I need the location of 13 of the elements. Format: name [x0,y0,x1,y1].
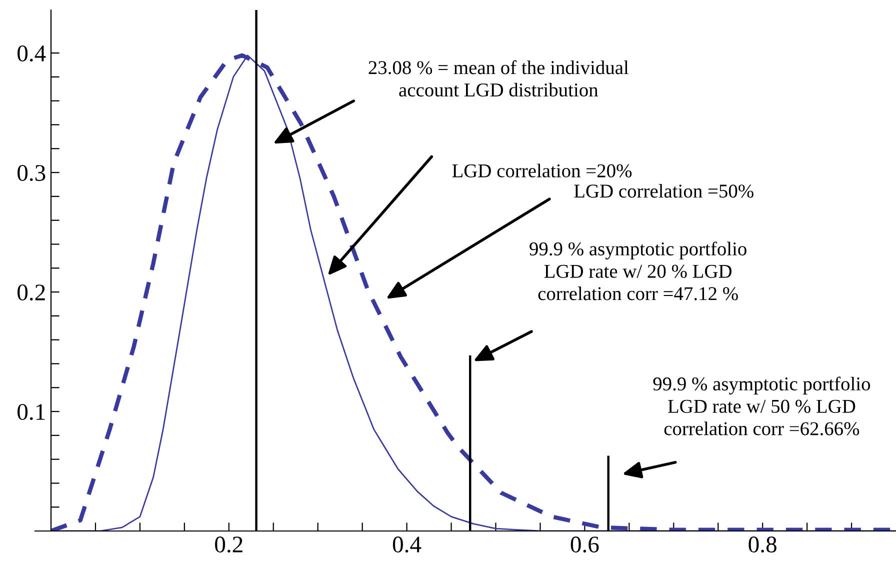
y-tick-label: 0.2 [18,284,45,301]
annotation: 23.08 % = mean of the individual account LGD distribution [368,60,629,97]
y-tick-label: 0.4 [18,46,46,62]
y-tick-label: 0.1 [18,404,45,420]
x-tick-label: 0.2 [215,536,242,553]
y-tick-label: 0.3 [18,165,46,182]
x-tick-label: 0.6 [570,536,599,553]
annotation: LGD correlation =50% [574,184,754,198]
annotation: 99.9 % asymptotic portfolio LGD rate w/ 50 % LGD correlation corr =62.66% [653,376,870,436]
annotation: 99.9 % asymptotic portfolio LGD rate w/ 20 % LGD correlation corr =47.12 % [530,242,746,300]
x-tick-label: 0.8 [748,536,776,553]
annotation: LGD correlation =20% [452,164,632,178]
x-tick-label: 0.4 [392,536,422,553]
